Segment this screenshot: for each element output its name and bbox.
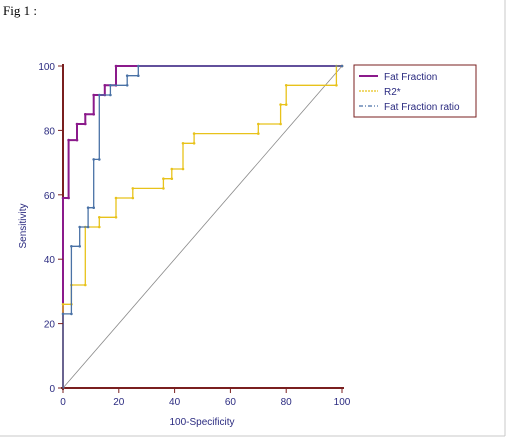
x-tick-label-60: 60 bbox=[225, 397, 237, 408]
series-0-point-3 bbox=[67, 138, 70, 142]
series-1-point-8 bbox=[114, 216, 118, 219]
series-2-point-1 bbox=[61, 312, 65, 316]
series-2-point-2 bbox=[70, 312, 73, 316]
series-0-point-8 bbox=[92, 113, 95, 116]
x-tick-label-20: 20 bbox=[113, 397, 125, 408]
series-1-point-10 bbox=[131, 196, 135, 200]
series-2-point-10 bbox=[98, 158, 101, 161]
series-layer bbox=[61, 64, 344, 390]
series-1-point-7 bbox=[98, 216, 101, 219]
series-1-point-18 bbox=[192, 142, 196, 145]
series-1-point-9 bbox=[114, 196, 118, 200]
series-2-point-8 bbox=[92, 206, 95, 209]
y-tick-label-60: 60 bbox=[44, 191, 56, 202]
x-tick-label-100: 100 bbox=[334, 397, 351, 408]
legend: Fat Fraction R2* Fat Fraction ratio bbox=[353, 64, 477, 118]
series-0-point-1 bbox=[61, 196, 65, 200]
y-axis-title: Sensitivity bbox=[18, 203, 29, 248]
series-1-point-22 bbox=[279, 122, 282, 126]
series-1-point-11 bbox=[131, 187, 135, 190]
figure-label: Fig 1 : bbox=[3, 3, 37, 18]
y-tick-label-80: 80 bbox=[44, 126, 56, 137]
series-1-point-15 bbox=[170, 167, 174, 171]
series-0-point-7 bbox=[84, 113, 87, 116]
diagonal-line bbox=[62, 65, 343, 389]
series-0-point-4 bbox=[75, 138, 79, 142]
series-2-point-7 bbox=[86, 206, 90, 209]
series-1-point-23 bbox=[279, 103, 282, 106]
series-1-point-21 bbox=[257, 122, 260, 126]
series-0-point-5 bbox=[75, 122, 79, 126]
series-0-point-2 bbox=[67, 196, 70, 200]
series-2-point-4 bbox=[78, 245, 81, 248]
series-1-point-1 bbox=[61, 303, 65, 306]
reference-diagonal bbox=[62, 65, 343, 389]
series-1-point-13 bbox=[162, 177, 165, 180]
legend-label-1: R2* bbox=[384, 87, 401, 98]
y-tick-label-100: 100 bbox=[38, 62, 55, 73]
series-1-point-24 bbox=[284, 103, 288, 106]
series-2-point-12 bbox=[109, 93, 112, 97]
series-r2- bbox=[61, 64, 344, 390]
y-tick-label-0: 0 bbox=[49, 384, 55, 395]
series-2-point-14 bbox=[125, 84, 129, 87]
series-2-point-11 bbox=[98, 93, 101, 97]
ticks-layer: 0 20 40 60 80 100 0 20 40 60 80 100 bbox=[38, 62, 350, 408]
series-2-point-15 bbox=[125, 74, 129, 77]
series-2-point-3 bbox=[70, 245, 73, 248]
series-2-point-17 bbox=[137, 64, 140, 68]
series-2-point-5 bbox=[78, 225, 81, 229]
y-tick-label-40: 40 bbox=[44, 255, 56, 266]
series-2-point-9 bbox=[92, 158, 95, 161]
series-1-point-17 bbox=[181, 142, 185, 145]
y-tick-label-20: 20 bbox=[44, 320, 56, 331]
series-2-point-18 bbox=[340, 64, 344, 68]
legend-label-2: Fat Fraction ratio bbox=[384, 102, 460, 113]
series-2-point-6 bbox=[86, 225, 90, 229]
series-0-point-9 bbox=[92, 93, 95, 97]
series-1-point-25 bbox=[284, 84, 288, 87]
series-0-point-6 bbox=[84, 122, 87, 126]
series-2-point-13 bbox=[109, 84, 112, 87]
series-1-point-6 bbox=[98, 225, 101, 229]
series-1-point-16 bbox=[181, 167, 185, 171]
series-1-point-26 bbox=[335, 84, 338, 87]
x-tick-label-0: 0 bbox=[60, 397, 66, 408]
x-axis-title: 100-Specificity bbox=[169, 417, 234, 428]
series-1-point-19 bbox=[192, 132, 196, 135]
series-0-point-11 bbox=[103, 84, 107, 87]
x-tick-label-80: 80 bbox=[281, 397, 293, 408]
x-tick-label-40: 40 bbox=[169, 397, 181, 408]
series-1-point-14 bbox=[170, 177, 174, 180]
series-0-point-13 bbox=[114, 64, 118, 68]
series-fat-fraction-ratio bbox=[61, 64, 344, 390]
legend-label-0: Fat Fraction bbox=[384, 72, 437, 83]
series-1-point-20 bbox=[257, 132, 260, 135]
series-2-point-16 bbox=[137, 74, 140, 77]
series-1-point-4 bbox=[84, 283, 87, 287]
series-1-point-12 bbox=[162, 187, 165, 190]
